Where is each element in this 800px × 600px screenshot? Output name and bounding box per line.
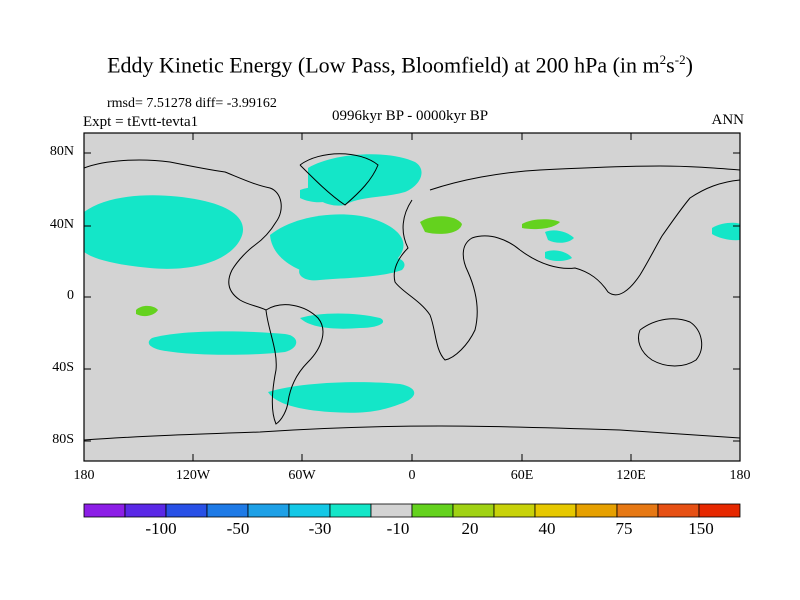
colorbar-swatch [411,503,454,518]
colorbar [83,503,741,518]
colorbar-swatch [657,503,700,518]
colorbar-label: -50 [226,519,250,538]
coastline-north-america [83,159,282,311]
lat-label-40n: 40N [49,217,74,232]
coastline-antarctica [83,425,741,441]
colorbar-swatch [206,503,249,518]
anomaly-region-south-atlantic-strip [300,313,384,329]
lon-label-180w: 180 [73,468,95,483]
lon-label-0: 0 [408,468,416,483]
anomaly-region-west-pacific-edge [712,222,740,241]
colorbar-label: 75 [615,519,633,538]
colorbar-label: -100 [145,519,177,538]
coastline-europe-africa [393,199,521,361]
colorbar-swatch [370,503,413,518]
colorbar-label: 20 [461,519,479,538]
colorbar-label: 40 [538,519,556,538]
colorbar-swatch [288,503,331,518]
colorbar-swatch [165,503,208,518]
lat-label-80n: 80N [49,144,74,159]
positive-region-mediterranean [420,216,462,234]
colorbar-swatch [124,503,167,518]
colorbar-label: 150 [688,519,714,538]
lat-label-0: 0 [67,288,74,303]
colorbar-swatch [83,503,126,518]
experiment-label: Expt = tEvtt-tevta1 [83,114,199,130]
anomaly-region-arabian-sea [545,230,574,243]
colorbar-swatch [698,503,741,518]
anomaly-region-bay-of-bengal [545,250,572,261]
lon-label-120w: 120W [175,468,211,483]
colorbar-swatch [452,503,495,518]
colorbar-swatch [247,503,290,518]
coastline-south-america [265,304,324,425]
stats-label: rmsd= 7.51278 diff= -3.99162 [107,96,277,111]
coastlines [83,153,741,441]
lon-label-60e: 60E [510,468,534,483]
colorbar-label: -10 [386,519,410,538]
longitude-ticks [83,133,741,461]
colorbar-swatch [534,503,577,518]
positive-anomaly-regions [136,216,560,317]
colorbar-swatch [616,503,659,518]
positive-region-tropical-pacific [136,305,158,317]
anomaly-region-arctic-margin [300,187,340,203]
coastline-australia [638,318,703,367]
season-label: ANN [711,112,745,128]
latitude-ticks [84,152,740,442]
colorbar-swatch [329,503,372,518]
period-label: 0996kyr BP - 0000kyr BP [331,108,489,124]
colorbar-swatch [493,503,536,518]
coastline-greenland [299,153,379,206]
plot-title: Eddy Kinetic Energy (Low Pass, Bloomfiel… [107,52,693,78]
colorbar-label: -30 [308,519,332,538]
lon-label-60w: 60W [288,468,316,483]
anomaly-region-south-pacific [148,331,297,355]
coastline-asia [519,179,741,296]
lat-label-40s: 40S [52,360,74,375]
anomaly-regions [84,154,740,413]
colorbar-swatch [575,503,618,518]
positive-region-central-asia [522,219,560,230]
lon-label-120e: 120E [616,468,646,483]
anomaly-region-north-pacific [84,195,244,269]
anomaly-region-subtropical-atlantic [299,256,405,281]
lat-label-80s: 80S [52,432,74,447]
anomaly-region-southern-ocean [268,382,415,413]
coastline-arctic [429,165,741,191]
lon-label-180e: 180 [729,468,751,483]
